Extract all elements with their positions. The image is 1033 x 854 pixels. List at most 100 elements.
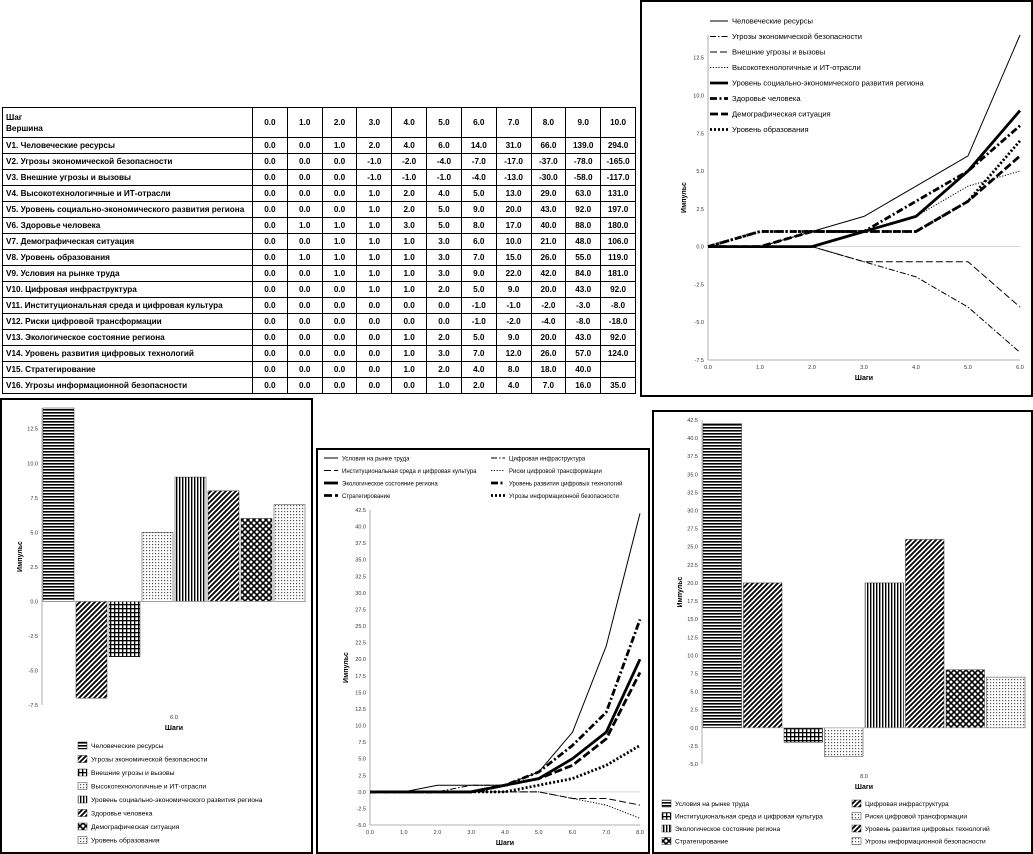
table-row: V1. Человеческие ресурсы 0.0 0.0 1.0 2.0 4.0 6… <box>2 137 636 154</box>
step-header: 6.0 <box>460 107 497 138</box>
table-cell: 7.0 <box>530 377 567 394</box>
legend-label: Внешние угрозы и вызовы <box>732 48 825 57</box>
table-cell: 1.0 <box>356 217 393 234</box>
table-cell: -1.0 <box>356 169 393 186</box>
x-tick-label: 1.0 <box>756 365 764 371</box>
table-cell: 92.0 <box>565 201 602 218</box>
legend-label: Институциональная среда и цифровая культ… <box>675 814 823 821</box>
table-cell: 0.0 <box>321 345 358 362</box>
table-cell: -17.0 <box>495 153 532 170</box>
legend-label: Уровень образования <box>91 837 160 845</box>
table-cell: 0.0 <box>356 361 393 378</box>
table-cell: 4.0 <box>495 377 532 394</box>
table-cell: 15.0 <box>495 249 532 266</box>
legend-swatch <box>661 824 672 833</box>
table-cell: 1.0 <box>321 137 358 154</box>
y-tick-label: 25.0 <box>687 545 698 551</box>
table-cell: 9.0 <box>495 329 532 346</box>
y-tick-label: 2.5 <box>696 207 704 213</box>
table-cell: 43.0 <box>530 201 567 218</box>
bar <box>174 476 207 602</box>
table-cell: 84.0 <box>565 265 602 282</box>
y-tick-label: 27.5 <box>687 527 698 533</box>
table-header-row: Шаг Вершина 0.0 1.0 2.0 3.0 4.0 5.0 6.0 7.0 8.0 9.… <box>2 107 636 138</box>
table-cell: -1.0 <box>495 297 532 314</box>
table-cell: -117.0 <box>600 169 636 186</box>
table-cell: 20.0 <box>530 329 567 346</box>
legend-swatch <box>77 836 88 844</box>
table-cell: 1.0 <box>286 249 323 266</box>
y-tick-label: 15.0 <box>355 690 366 696</box>
table-cell: 1.0 <box>356 201 393 218</box>
y-tick-label: 12.5 <box>687 635 698 641</box>
table-cell: 0.0 <box>321 201 358 218</box>
table-cell: -8.0 <box>565 313 602 330</box>
table-cell: 42.0 <box>530 265 567 282</box>
y-axis-label: Импульс <box>681 182 688 213</box>
table-row: V8. Уровень образования 0.0 1.0 1.0 1.0 1.0 3.… <box>2 249 636 266</box>
step-header: 5.0 <box>426 107 462 138</box>
row-label: V11. Институциональная среда и цифровая … <box>2 297 253 314</box>
legend-swatch <box>851 812 862 820</box>
table-cell: 2.0 <box>460 377 497 394</box>
table-cell: 0.0 <box>286 137 323 154</box>
table-cell: 180.0 <box>600 217 636 234</box>
legend-swatch <box>851 837 862 845</box>
table-cell: 0.0 <box>252 297 288 314</box>
y-tick-label: 5.0 <box>696 169 704 175</box>
y-tick-label: 2.5 <box>358 773 366 779</box>
y-tick-label: 0.0 <box>30 599 38 605</box>
legend-label: Уровень социально-экономического развити… <box>732 79 924 88</box>
table-cell: 1.0 <box>356 265 393 282</box>
series-line <box>370 513 641 793</box>
table-cell: -2.0 <box>530 297 567 314</box>
legend-label: Условия на рынке труда <box>675 801 749 808</box>
table-cell: -2.0 <box>495 313 532 330</box>
y-tick-label: -5.0 <box>29 668 38 674</box>
table-cell: 1.0 <box>356 281 393 298</box>
legend-label: Внешние угрозы и вызовы <box>91 770 175 777</box>
table-cell: 0.0 <box>321 313 358 330</box>
table-cell: 2.0 <box>426 361 462 378</box>
table-cell: 20.0 <box>495 201 532 218</box>
x-tick-label: 8.0 <box>860 774 868 780</box>
legend-label: Здоровье человека <box>91 811 153 818</box>
impulse-table: Шаг Вершина 0.0 1.0 2.0 3.0 4.0 5.0 6.0 7.0 8.0 9.… <box>2 107 636 394</box>
y-tick-label: -2.5 <box>357 806 366 812</box>
legend-label: Угрозы экономической безопасности <box>732 32 862 41</box>
y-tick-label: 22.5 <box>355 641 366 647</box>
legend-label: Стратегирование <box>675 839 728 846</box>
legend-label: Человеческие ресурсы <box>732 17 813 26</box>
table-cell: 0.0 <box>252 313 288 330</box>
legend-swatch <box>851 799 862 808</box>
x-tick-label: 4.0 <box>912 365 920 371</box>
y-tick-label: 17.5 <box>687 599 698 605</box>
table-cell: 119.0 <box>600 249 636 266</box>
x-tick-label: 3.0 <box>467 830 475 836</box>
table-cell: 1.0 <box>391 249 428 266</box>
table-cell: 17.0 <box>495 217 532 234</box>
y-tick-label: 12.5 <box>693 56 704 62</box>
series-line <box>708 246 1021 353</box>
table-cell: 0.0 <box>321 297 358 314</box>
table-cell: 2.0 <box>356 137 393 154</box>
y-tick-label: 10.0 <box>27 461 38 467</box>
y-tick-label: -7.5 <box>695 358 704 364</box>
legend-swatch <box>77 795 88 804</box>
table-cell: 0.0 <box>356 313 393 330</box>
table-cell: 40.0 <box>565 361 602 378</box>
table-cell: -13.0 <box>495 169 532 186</box>
y-tick-label: 10.0 <box>355 724 366 730</box>
x-tick-label: 7.0 <box>602 830 610 836</box>
legend-swatch <box>77 809 88 817</box>
legend-label: Условия на рынке труда <box>342 457 410 463</box>
series-line <box>370 791 641 819</box>
table-cell: 7.0 <box>460 345 497 362</box>
legend-label: Цифровая инфраструктура <box>509 457 586 463</box>
y-tick-label: 0.0 <box>696 245 704 251</box>
y-tick-label: 40.0 <box>355 525 366 531</box>
table-cell: 5.0 <box>426 201 462 218</box>
bar-chart-2: 42.5 40.0 37.5 35.0 32.5 30.0 27.5 25.0 22.5 20.0… <box>661 418 1026 846</box>
y-tick-label: 22.5 <box>687 563 698 569</box>
legend-label: Экологическое состояние региона <box>342 482 438 488</box>
